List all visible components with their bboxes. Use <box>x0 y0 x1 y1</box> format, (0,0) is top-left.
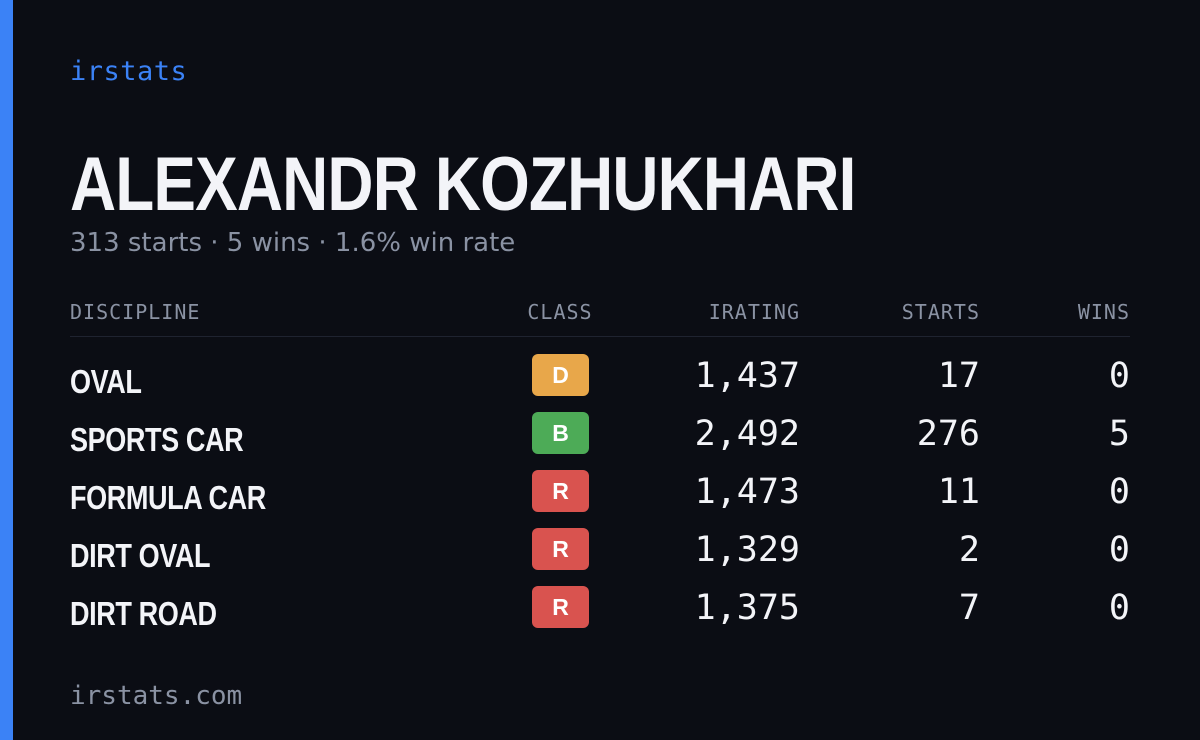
header-discipline: DISCIPLINE <box>70 300 201 324</box>
class-badge: R <box>532 586 589 628</box>
irating-value: 1,437 <box>694 356 800 396</box>
starts-value: 17 <box>937 356 980 396</box>
accent-bar <box>0 0 13 740</box>
table-row: SPORTS CAR B 2,492 276 5 <box>0 410 1200 468</box>
starts-value: 276 <box>916 414 980 454</box>
table-row: DIRT ROAD R 1,375 7 0 <box>0 584 1200 642</box>
class-badge: R <box>532 470 589 512</box>
footer-url: irstats.com <box>70 681 243 711</box>
irating-value: 2,492 <box>694 414 800 454</box>
irating-value: 1,329 <box>694 530 800 570</box>
discipline-name: FORMULA CAR <box>70 479 266 516</box>
discipline-name: SPORTS CAR <box>70 421 244 458</box>
discipline-name: OVAL <box>70 363 142 400</box>
header-class: CLASS <box>527 300 593 324</box>
wins-value: 0 <box>1108 530 1130 570</box>
starts-value: 7 <box>958 588 980 628</box>
header-starts: STARTS <box>901 300 980 324</box>
wins-value: 0 <box>1108 588 1130 628</box>
driver-summary: 313 starts · 5 wins · 1.6% win rate <box>70 228 516 258</box>
starts-value: 2 <box>958 530 980 570</box>
brand-logo-text: irstats <box>70 56 188 87</box>
class-badge: D <box>532 354 589 396</box>
irating-value: 1,375 <box>694 588 800 628</box>
class-badge: R <box>532 528 589 570</box>
header-wins: WINS <box>1077 300 1130 324</box>
wins-value: 5 <box>1108 414 1130 454</box>
header-irating: IRATING <box>708 300 800 324</box>
stats-table-body: OVAL D 1,437 17 0 SPORTS CAR B 2,492 276… <box>0 352 1200 642</box>
irating-value: 1,473 <box>694 472 800 512</box>
wins-value: 0 <box>1108 356 1130 396</box>
starts-value: 11 <box>937 472 980 512</box>
discipline-name: DIRT OVAL <box>70 537 211 574</box>
table-row: DIRT OVAL R 1,329 2 0 <box>0 526 1200 584</box>
driver-name: ALEXANDR KOZHUKHARI <box>70 142 856 227</box>
wins-value: 0 <box>1108 472 1130 512</box>
discipline-name: DIRT ROAD <box>70 595 217 632</box>
class-badge: B <box>532 412 589 454</box>
table-row: OVAL D 1,437 17 0 <box>0 352 1200 410</box>
table-row: FORMULA CAR R 1,473 11 0 <box>0 468 1200 526</box>
header-divider <box>70 336 1130 337</box>
